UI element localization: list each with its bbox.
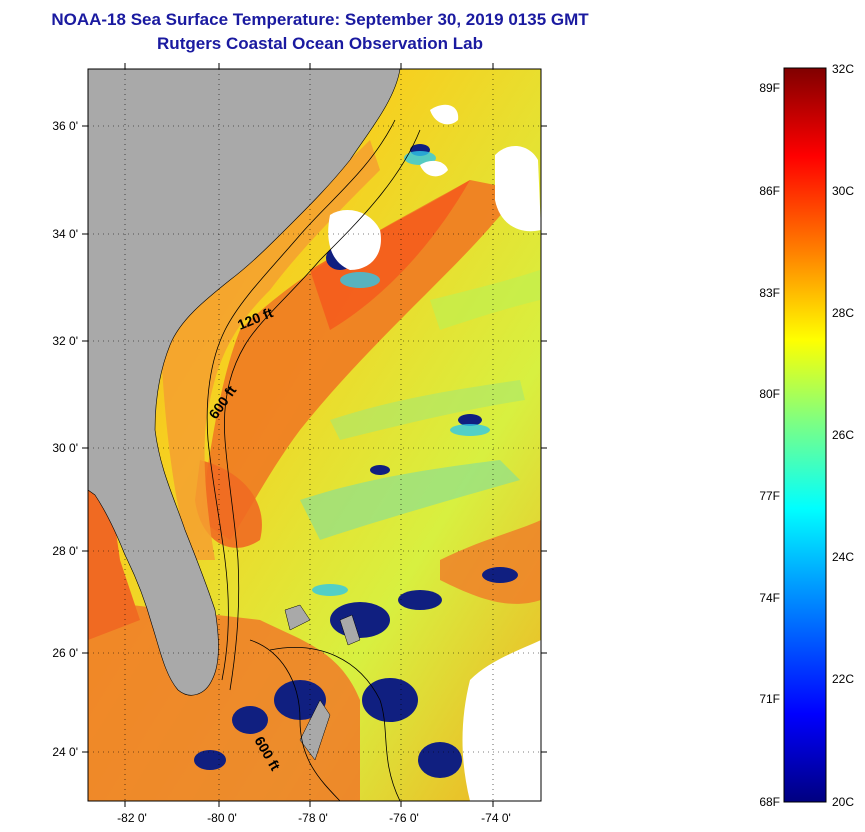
warm-patch-south xyxy=(195,460,262,548)
lat-label-28: 28 0' xyxy=(52,544,78,558)
lat-label-26: 26 0' xyxy=(52,646,78,660)
gulf-of-mexico-warm xyxy=(88,490,140,640)
lon-label-80: -80 0' xyxy=(207,811,237,825)
colorbar-label-32c: 32C xyxy=(832,62,854,76)
colorbar-label-20c: 20C xyxy=(832,795,854,809)
depth-contours xyxy=(206,119,421,801)
gulf-stream-warm-band xyxy=(200,180,520,540)
colorbar xyxy=(783,67,827,803)
colorbar-label-86f: 86F xyxy=(759,184,780,198)
colorbar-label-22c: 22C xyxy=(832,672,854,686)
cloud-cover xyxy=(328,104,541,801)
colorbar-label-68f: 68F xyxy=(759,795,780,809)
map-title: NOAA-18 Sea Surface Temperature: Septemb… xyxy=(51,10,589,29)
colorbar-label-89f: 89F xyxy=(759,81,780,95)
colorbar-label-74f: 74F xyxy=(759,591,780,605)
map-ticks xyxy=(82,63,547,807)
lon-label-78: -78 0' xyxy=(298,811,328,825)
colorbar-label-30c: 30C xyxy=(832,184,854,198)
southern-warm-water xyxy=(88,600,360,801)
sst-map: 120 ft 600 ft 600 ft xyxy=(88,69,541,801)
lat-label-30: 30 0' xyxy=(52,441,78,455)
cool-streak-1 xyxy=(300,460,520,540)
lat-label-24: 24 0' xyxy=(52,745,78,759)
lat-label-34: 34 0' xyxy=(52,227,78,241)
colorbar-label-83f: 83F xyxy=(759,286,780,300)
cool-streak-2 xyxy=(330,380,525,440)
map-subtitle: Rutgers Coastal Ocean Observation Lab xyxy=(157,34,483,53)
colorbar-label-24c: 24C xyxy=(832,550,854,564)
colorbar-label-80f: 80F xyxy=(759,387,780,401)
warm-core-region xyxy=(310,180,470,330)
map-frame xyxy=(87,68,542,802)
islands xyxy=(284,604,361,761)
colorbar-label-26c: 26C xyxy=(832,428,854,442)
lon-label-82: -82 0' xyxy=(117,811,147,825)
lon-label-74: -74 0' xyxy=(481,811,511,825)
lat-label-36: 36 0' xyxy=(52,119,78,133)
colorbar-label-28c: 28C xyxy=(832,306,854,320)
colorbar-label-71f: 71F xyxy=(759,692,780,706)
cool-streak-3 xyxy=(430,270,540,330)
colorbar-label-77f: 77F xyxy=(759,489,780,503)
lat-label-32: 32 0' xyxy=(52,334,78,348)
east-warm-patch xyxy=(440,520,541,604)
lon-label-76: -76 0' xyxy=(389,811,419,825)
shelf-warm-water xyxy=(160,140,380,560)
land-southeast-us xyxy=(88,69,401,696)
graticule xyxy=(88,69,541,801)
